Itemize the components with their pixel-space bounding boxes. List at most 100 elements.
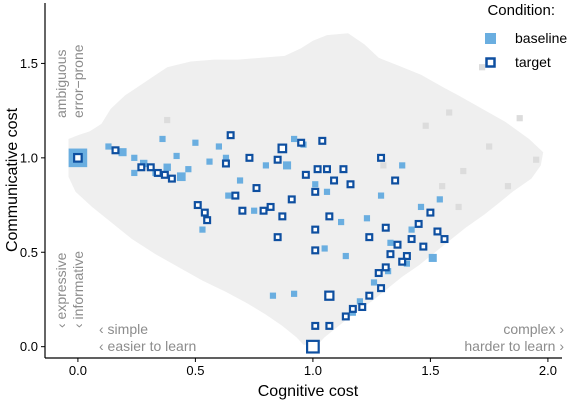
background-point bbox=[516, 115, 523, 122]
plot-area bbox=[68, 33, 544, 354]
target-point bbox=[306, 339, 320, 354]
target-point bbox=[266, 202, 275, 211]
baseline-point bbox=[321, 245, 328, 252]
baseline-point bbox=[399, 162, 406, 169]
target-point bbox=[386, 250, 395, 259]
baseline-point bbox=[131, 169, 138, 177]
annotation-error-prone: error−prone bbox=[70, 44, 86, 118]
target-point bbox=[433, 227, 442, 236]
target-point bbox=[323, 165, 332, 174]
target-point bbox=[419, 242, 428, 251]
legend-target-swatch bbox=[485, 57, 496, 68]
x-axis-ticks: 0.0 0.5 1.0 1.5 2.0 bbox=[69, 358, 557, 378]
annotations: ambiguous error−prone ‹ expressive ‹ inf… bbox=[53, 44, 564, 354]
target-point bbox=[73, 152, 83, 163]
baseline-point bbox=[363, 215, 371, 222]
baseline-point bbox=[176, 172, 186, 182]
target-point bbox=[365, 233, 374, 242]
baseline-point bbox=[173, 152, 180, 160]
baseline-point bbox=[262, 162, 269, 169]
baseline-point bbox=[215, 143, 222, 150]
target-point bbox=[393, 240, 402, 249]
target-point bbox=[231, 191, 240, 200]
baseline-point bbox=[105, 143, 112, 150]
target-point bbox=[348, 304, 357, 313]
feasible-region bbox=[68, 33, 544, 345]
baseline-point bbox=[206, 158, 213, 165]
x-tick-label: 2.0 bbox=[539, 363, 557, 378]
target-point bbox=[203, 216, 212, 225]
target-point bbox=[277, 143, 288, 154]
baseline-point bbox=[356, 298, 363, 305]
annotation-informative: ‹ informative bbox=[70, 251, 86, 328]
legend-baseline-swatch bbox=[485, 33, 496, 44]
target-point bbox=[341, 312, 350, 321]
target-point bbox=[313, 165, 322, 174]
target-point bbox=[391, 176, 400, 185]
target-point bbox=[226, 131, 235, 140]
target-point bbox=[111, 146, 120, 155]
target-point bbox=[273, 155, 282, 164]
target-series bbox=[73, 131, 449, 354]
target-point bbox=[402, 252, 411, 261]
baseline-point bbox=[387, 239, 394, 246]
baseline-point bbox=[323, 188, 331, 195]
x-tick-label: 1.0 bbox=[304, 363, 322, 378]
target-point bbox=[311, 321, 320, 330]
baseline-point bbox=[118, 148, 127, 157]
target-point bbox=[273, 233, 282, 242]
y-tick-label: 1.0 bbox=[20, 150, 38, 165]
baseline-point bbox=[163, 163, 171, 172]
target-point bbox=[221, 159, 230, 168]
baseline-point bbox=[222, 154, 230, 161]
axes: 0.0 0.5 1.0 1.5 2.0 0.0 0.5 1.0 1.5 bbox=[20, 3, 562, 378]
baseline-point bbox=[338, 218, 345, 226]
baseline-point bbox=[192, 139, 199, 146]
target-point bbox=[426, 208, 435, 217]
target-point bbox=[160, 170, 169, 179]
x-tick-label: 0.0 bbox=[69, 363, 87, 378]
target-point bbox=[374, 269, 383, 278]
baseline-point bbox=[269, 292, 277, 299]
y-tick-label: 0.5 bbox=[20, 245, 38, 260]
background-point bbox=[422, 122, 429, 129]
target-point bbox=[137, 163, 146, 172]
target-point bbox=[311, 225, 320, 234]
legend-baseline-label: baseline bbox=[515, 30, 567, 46]
target-point bbox=[414, 219, 423, 228]
target-point bbox=[398, 257, 407, 266]
target-point bbox=[318, 136, 327, 145]
background-points bbox=[164, 64, 540, 211]
annotation-expressive: ‹ expressive bbox=[53, 252, 69, 328]
target-point bbox=[381, 223, 390, 232]
annotation-complex: complex › bbox=[503, 321, 564, 337]
baseline-point bbox=[436, 196, 443, 203]
baseline-point bbox=[312, 181, 319, 188]
baseline-point bbox=[131, 154, 138, 161]
target-point bbox=[245, 153, 254, 162]
baseline-point bbox=[159, 135, 166, 143]
baseline-point bbox=[403, 260, 410, 267]
target-point bbox=[311, 246, 320, 255]
y-tick-label: 1.5 bbox=[20, 56, 38, 71]
legend-title: Condition: bbox=[487, 2, 555, 19]
y-axis-title: Communicative cost bbox=[4, 107, 21, 252]
x-tick-label: 1.5 bbox=[421, 363, 439, 378]
target-point bbox=[301, 170, 310, 179]
target-point bbox=[346, 180, 355, 189]
baseline-point bbox=[428, 253, 437, 262]
background-point bbox=[446, 109, 453, 116]
target-point bbox=[278, 212, 287, 221]
target-point bbox=[146, 163, 155, 172]
baseline-point bbox=[417, 203, 425, 211]
x-axis-title: Cognitive cost bbox=[258, 383, 359, 400]
background-point bbox=[533, 156, 540, 163]
baseline-point bbox=[408, 226, 415, 233]
target-point bbox=[252, 184, 261, 193]
target-point bbox=[365, 291, 374, 300]
background-point bbox=[455, 203, 462, 211]
target-point bbox=[325, 212, 334, 221]
target-point bbox=[358, 303, 367, 312]
annotation-simple: ‹ simple bbox=[99, 321, 148, 337]
